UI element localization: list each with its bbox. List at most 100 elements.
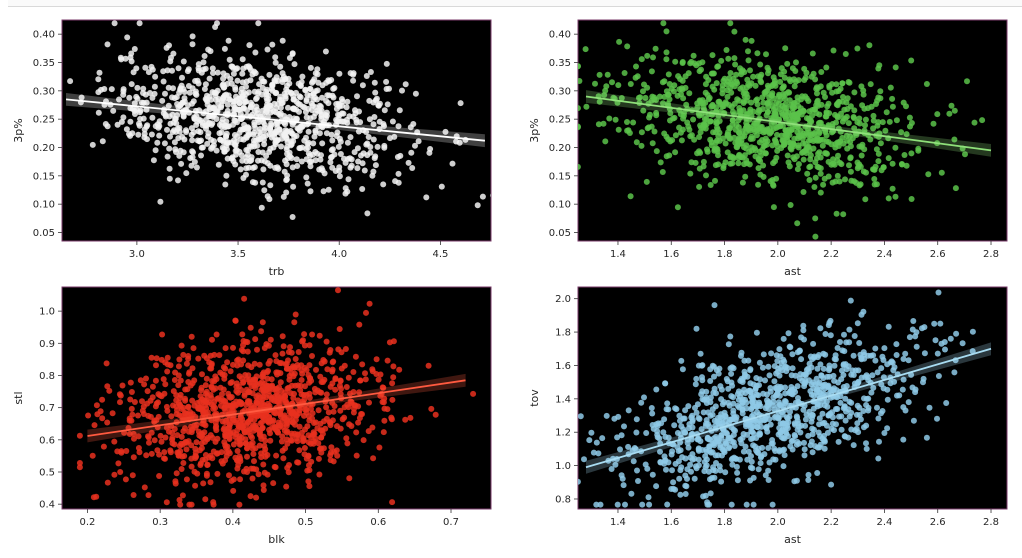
- data-point: [356, 389, 363, 396]
- data-point: [696, 112, 703, 119]
- data-point: [255, 119, 262, 126]
- data-point: [773, 154, 780, 161]
- data-point: [141, 484, 148, 491]
- data-point: [474, 202, 481, 209]
- data-point: [359, 160, 366, 167]
- x-tick-label: 2.6: [930, 517, 946, 528]
- data-point: [428, 405, 435, 412]
- data-point: [767, 385, 774, 391]
- data-point: [256, 129, 263, 136]
- data-point: [756, 125, 763, 132]
- data-point: [263, 108, 270, 115]
- data-point: [205, 113, 212, 120]
- data-point: [217, 136, 224, 143]
- data-point: [226, 56, 233, 63]
- data-point: [135, 445, 142, 451]
- data-point: [645, 124, 652, 131]
- data-point: [307, 64, 314, 71]
- data-point: [143, 375, 149, 382]
- data-point: [221, 439, 228, 446]
- data-point: [884, 386, 891, 393]
- data-point: [821, 437, 827, 444]
- data-point: [838, 161, 845, 168]
- data-point: [332, 375, 339, 382]
- data-point: [881, 430, 888, 436]
- data-point: [746, 148, 753, 155]
- data-point: [639, 501, 646, 508]
- data-point: [128, 81, 135, 88]
- data-point: [766, 372, 773, 379]
- data-point: [715, 414, 721, 421]
- data-point: [805, 477, 812, 483]
- data-point: [724, 149, 731, 156]
- data-point: [817, 170, 824, 177]
- data-point: [426, 149, 433, 156]
- data-point: [259, 179, 266, 186]
- data-point: [951, 136, 958, 143]
- data-point: [359, 361, 366, 368]
- data-point: [618, 95, 625, 101]
- data-point: [174, 407, 180, 414]
- data-point: [267, 162, 274, 169]
- data-point: [674, 204, 681, 211]
- data-point: [211, 378, 218, 385]
- data-point: [284, 417, 291, 423]
- data-point: [176, 497, 183, 503]
- data-point: [155, 124, 162, 131]
- data-point: [634, 467, 640, 474]
- data-point: [833, 406, 839, 412]
- data-point: [851, 89, 858, 96]
- data-point: [910, 318, 917, 324]
- data-point: [202, 390, 209, 397]
- data-point: [96, 69, 103, 76]
- data-point: [213, 147, 220, 154]
- data-point: [878, 365, 885, 372]
- data-point: [807, 163, 814, 170]
- data-point: [261, 141, 268, 148]
- data-point: [238, 136, 245, 143]
- data-point: [375, 102, 382, 109]
- data-point: [360, 437, 367, 444]
- data-point: [765, 67, 772, 74]
- data-point: [243, 63, 250, 70]
- data-point: [687, 133, 694, 140]
- data-point: [711, 373, 717, 380]
- data-point: [253, 393, 260, 400]
- data-point: [352, 353, 359, 360]
- data-point: [126, 417, 133, 424]
- data-point: [770, 74, 777, 81]
- data-point: [195, 355, 202, 362]
- data-point: [305, 439, 312, 446]
- data-point: [908, 57, 915, 64]
- data-point: [826, 82, 833, 89]
- data-point: [236, 501, 243, 508]
- data-point: [744, 456, 751, 463]
- data-point: [739, 154, 746, 161]
- data-point: [179, 99, 186, 106]
- data-point: [627, 193, 634, 200]
- data-point: [228, 80, 235, 87]
- data-point: [643, 178, 650, 185]
- data-point: [684, 475, 690, 482]
- data-point: [801, 452, 808, 459]
- data-point: [260, 461, 267, 468]
- data-point: [259, 91, 265, 98]
- data-point: [838, 413, 845, 420]
- data-point: [323, 338, 330, 345]
- data-point: [777, 71, 784, 78]
- data-point: [749, 465, 756, 472]
- data-point: [734, 477, 741, 484]
- data-point: [811, 184, 818, 190]
- data-point: [175, 177, 181, 184]
- data-point: [263, 383, 270, 389]
- data-point: [847, 297, 854, 304]
- data-point: [800, 156, 807, 163]
- data-point: [236, 99, 243, 106]
- data-point: [778, 65, 785, 72]
- data-point: [220, 426, 227, 433]
- data-point: [198, 387, 205, 394]
- data-point: [288, 141, 295, 148]
- scatter-points: [578, 289, 976, 508]
- data-point: [608, 466, 615, 472]
- data-point: [131, 46, 138, 52]
